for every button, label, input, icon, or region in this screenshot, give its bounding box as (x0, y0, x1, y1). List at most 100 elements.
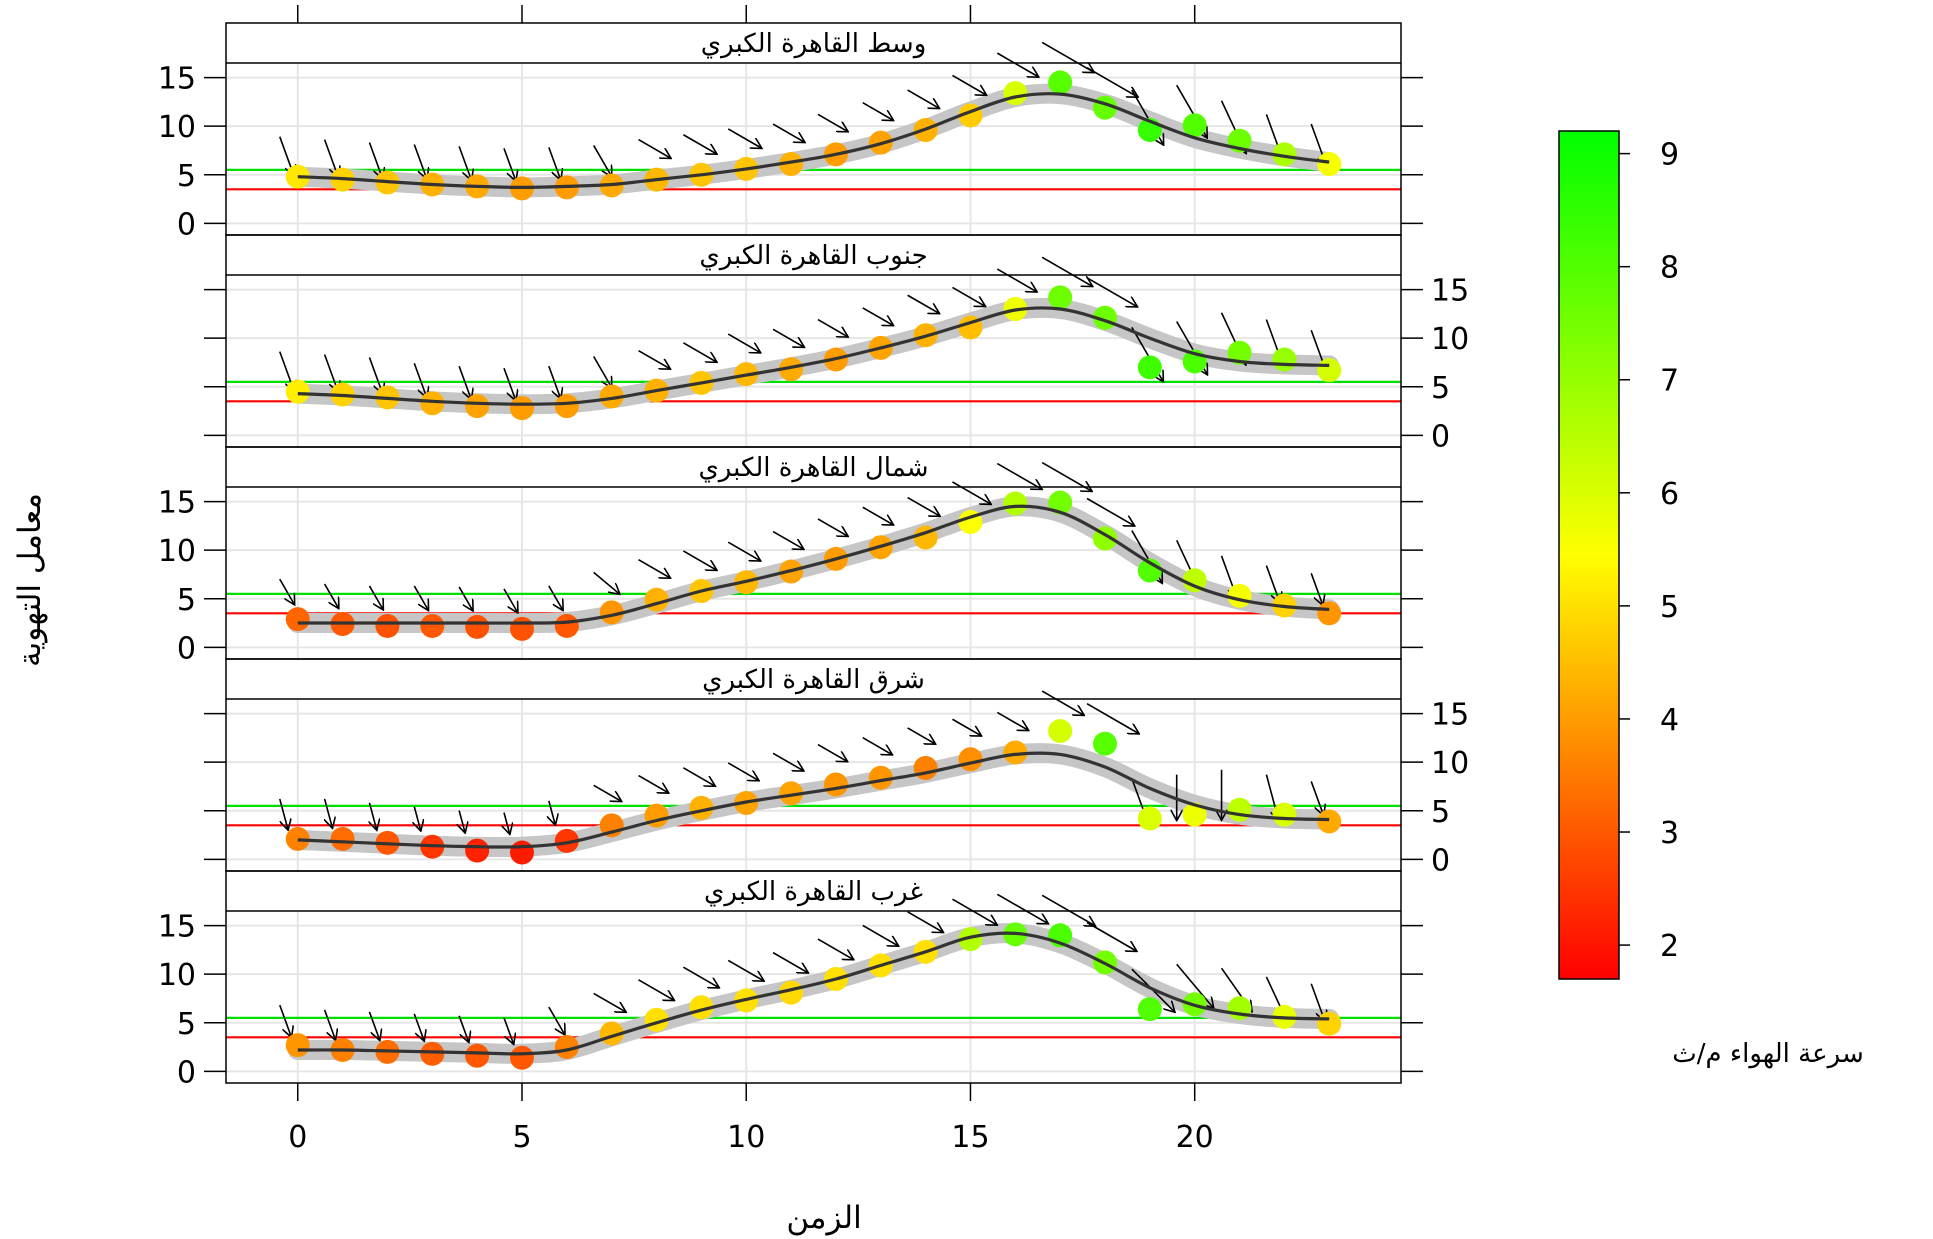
wind-arrow (458, 1015, 469, 1043)
wind-arrow (996, 893, 1048, 924)
wind-arrow (549, 800, 556, 825)
x-axis: 0 5 10 15 20 (288, 5, 1214, 1155)
y-tick-label: 0 (177, 207, 196, 242)
wind-arrow (772, 328, 804, 347)
wind-arrow (593, 784, 622, 801)
wind-arrow (413, 362, 427, 398)
wind-arrow (727, 959, 764, 981)
data-point (465, 394, 490, 419)
data-point (779, 781, 804, 806)
y-tick-label: 10 (158, 110, 196, 145)
panel-2: جنوب القاهرة الكبري 0 5 10 15 (204, 234, 1469, 454)
wind-arrow (772, 752, 804, 771)
wind-arrow (817, 938, 854, 960)
wind-arrow (682, 767, 715, 786)
wind-arrow (413, 585, 428, 611)
wind-arrow (592, 356, 612, 387)
wind-arrow (772, 530, 804, 550)
wind-arrow (638, 138, 672, 159)
y-tick-label: 0 (177, 631, 196, 666)
data-point (1227, 797, 1252, 822)
data-point (1182, 802, 1207, 827)
wind-arrow (772, 951, 808, 973)
wind-arrow (817, 318, 848, 338)
y-tick-label: 15 (1431, 274, 1469, 309)
wind-arrow (413, 1013, 424, 1041)
smooth-line (297, 92, 1330, 190)
wind-arrow (952, 718, 981, 736)
y-tick-label: 5 (1431, 371, 1450, 406)
data-point (330, 826, 355, 851)
wind-arrow (548, 365, 561, 399)
data-point (420, 613, 445, 638)
wind-arrow (817, 113, 848, 132)
colorbar-tick-label: 7 (1660, 364, 1679, 399)
wind-arrow (459, 810, 465, 834)
y-tick-label: 5 (177, 1007, 196, 1042)
wind-arrow (1041, 690, 1084, 715)
x-tick-label: 20 (1176, 1120, 1214, 1155)
x-tick-label: 10 (727, 1120, 765, 1155)
y-tick-label: 5 (1431, 795, 1450, 830)
wind-arrow (323, 583, 339, 609)
y-tick-label: 15 (158, 486, 196, 521)
wind-arrow (727, 128, 762, 148)
wind-arrow (278, 798, 288, 830)
wind-arrow (1310, 781, 1323, 815)
x-tick-label: 0 (288, 1120, 307, 1155)
wind-arrow (279, 578, 295, 605)
panel-strip-label: غرب القاهرة الكبري (704, 877, 923, 907)
wind-arrow (727, 333, 761, 353)
data-point (285, 607, 310, 632)
wind-arrow (592, 145, 612, 176)
data-point (958, 747, 983, 772)
wind-arrow (817, 518, 848, 537)
colorbar-title: سرعة الهواء م/ث (1672, 1039, 1863, 1069)
wind-arrow (368, 1011, 379, 1041)
smooth-confidence-band (287, 743, 1340, 858)
data-point (1227, 583, 1252, 608)
smooth-line (297, 504, 1330, 625)
smooth-confidence-band (287, 83, 1340, 198)
panel-3: شمال القاهرة الكبري 0 5 10 15 (158, 446, 1423, 666)
x-axis-title: الزمن (786, 1200, 861, 1236)
smooth-line (297, 751, 1330, 849)
data-point (1137, 806, 1162, 831)
data-point (1048, 490, 1073, 515)
y-tick-label: 15 (1431, 698, 1469, 733)
data-point (285, 826, 310, 851)
wind-arrow (862, 737, 893, 755)
colorbar: 2 3 4 5 6 7 8 9 سرعة الهواء م/ث (1558, 130, 1864, 1069)
y-tick-label: 5 (177, 583, 196, 618)
wind-arrow (503, 1017, 514, 1045)
x-tick-label: 15 (951, 1120, 989, 1155)
wind-arrow (862, 506, 894, 525)
data-point (1272, 142, 1297, 167)
data-point (958, 927, 983, 952)
wind-arrow (907, 496, 941, 517)
wind-arrow (1041, 41, 1094, 72)
wind-arrow (458, 146, 471, 180)
wind-arrow (727, 762, 759, 781)
wind-arrow (323, 1009, 336, 1040)
data-point (509, 396, 534, 421)
data-point (1093, 731, 1118, 756)
wind-arrow (996, 711, 1028, 730)
data-point (1182, 568, 1207, 593)
data-point (599, 384, 624, 409)
y-axis-title: معامل التهوية (12, 493, 48, 667)
wind-arrow (369, 802, 376, 831)
data-point (285, 164, 310, 189)
data-point (509, 1045, 534, 1070)
wind-arrow (952, 286, 985, 306)
data-point (285, 1033, 310, 1058)
wind-arrow (682, 134, 717, 154)
data-point (1182, 113, 1207, 138)
data-point (1048, 285, 1073, 310)
panel-strip-label: شرق القاهرة الكبري (702, 665, 925, 695)
smooth-confidence-band (287, 297, 1340, 415)
wind-arrow (996, 268, 1037, 292)
wind-arrow (503, 588, 518, 613)
wind-arrow (368, 585, 383, 610)
